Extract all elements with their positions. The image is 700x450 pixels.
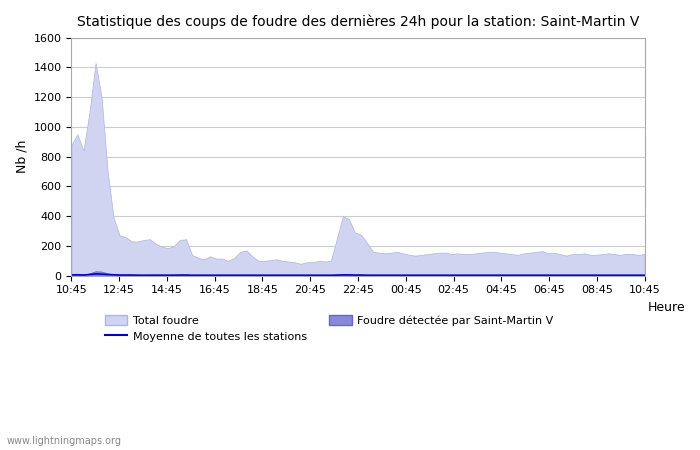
Text: www.lightningmaps.org: www.lightningmaps.org [7, 436, 122, 446]
Text: Heure: Heure [648, 301, 685, 314]
Y-axis label: Nb /h: Nb /h [15, 140, 28, 173]
Title: Statistique des coups de foudre des dernières 24h pour la station: Saint-Martin : Statistique des coups de foudre des dern… [77, 15, 639, 30]
Legend: Total foudre, Moyenne de toutes les stations, Foudre détectée par Saint-Martin V: Total foudre, Moyenne de toutes les stat… [101, 310, 558, 346]
